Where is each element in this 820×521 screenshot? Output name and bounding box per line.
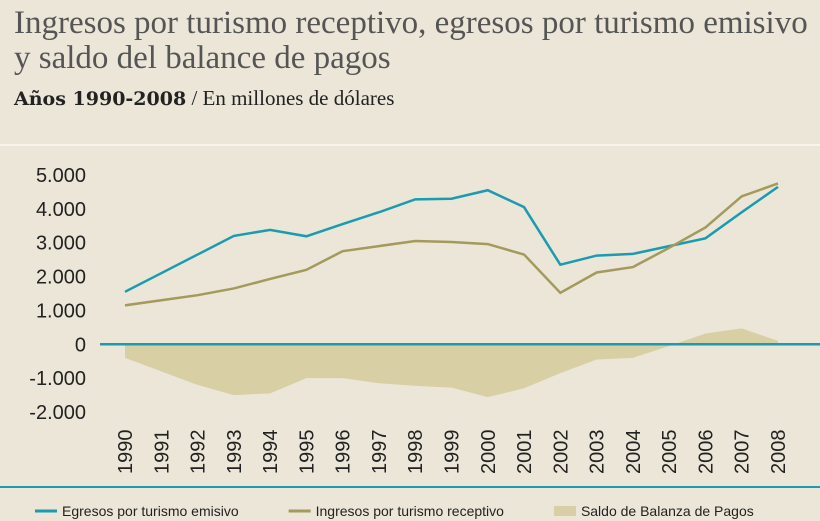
- x-tick-label: 1993: [224, 430, 246, 475]
- legend-label: Egresos por turismo emisivo: [62, 503, 239, 519]
- y-tick-label: 5.000: [36, 165, 86, 187]
- x-tick-label: 1995: [296, 430, 318, 475]
- legend-label: Ingresos por turismo receptivo: [316, 503, 505, 519]
- subtitle-bold: Años 1990-2008: [14, 88, 187, 110]
- x-tick-label: 2002: [550, 430, 572, 475]
- x-tick-label: 2003: [587, 430, 609, 475]
- x-tick-label: 2001: [514, 430, 536, 475]
- y-tick-label: 2.000: [36, 267, 86, 289]
- x-tick-label: 1999: [442, 430, 464, 475]
- x-tick-label: 1992: [188, 430, 210, 475]
- x-tick-label: 1990: [115, 430, 137, 475]
- y-tick-label: 3.000: [36, 233, 86, 255]
- area: [125, 328, 778, 398]
- y-tick-label: -1.000: [29, 368, 86, 390]
- x-tick-label: 1998: [405, 430, 427, 475]
- y-tick-label: -2.000: [29, 402, 86, 424]
- line: [124, 182, 779, 307]
- legend-label: Saldo de Balanza de Pagos: [581, 503, 754, 519]
- legend-swatch: [553, 506, 576, 516]
- x-tick-label: 2006: [695, 430, 717, 475]
- subtitle: Años 1990-2008 / En millones de dólares: [14, 86, 394, 111]
- x-tick-label: 1991: [151, 430, 173, 475]
- x-tick-label: 2007: [732, 430, 754, 475]
- x-tick-label: 2005: [659, 430, 681, 475]
- x-tick-label: 1994: [260, 430, 282, 475]
- y-tick-label: 4.000: [36, 199, 86, 221]
- x-tick-label: 2004: [623, 430, 645, 475]
- y-tick-label: 1.000: [36, 300, 86, 322]
- x-tick-label: 2008: [768, 430, 790, 475]
- x-tick-label: 1996: [333, 430, 355, 475]
- chart-title: Ingresos por turismo receptivo, egresos …: [14, 5, 808, 76]
- x-tick-label: 1997: [369, 430, 391, 475]
- y-tick-label: 0: [75, 334, 86, 356]
- line: [124, 185, 779, 293]
- subtitle-text: / En millones de dólares: [191, 86, 395, 110]
- x-tick-label: 2000: [478, 430, 500, 475]
